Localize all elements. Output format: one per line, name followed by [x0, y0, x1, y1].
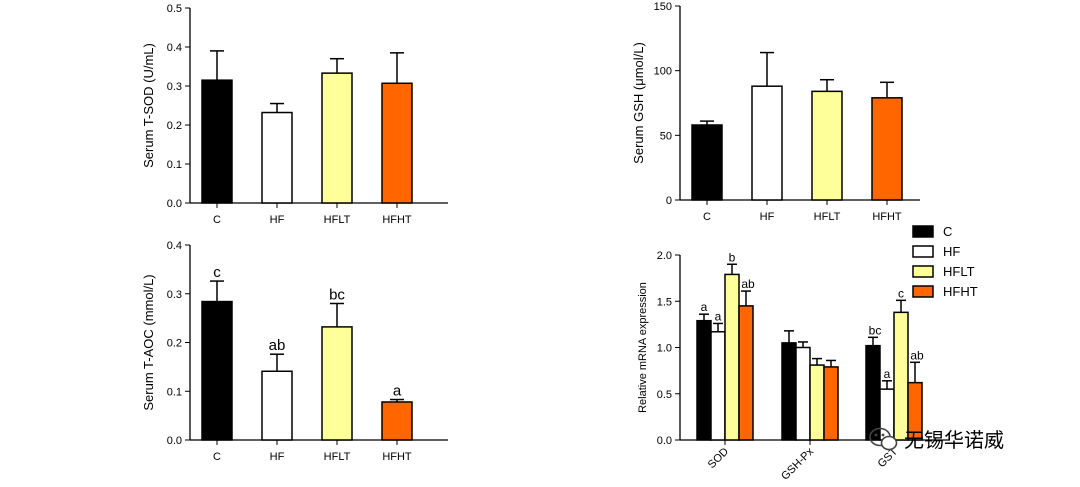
x-tick-label: HFLT: [324, 451, 351, 463]
chart-taoc: 0.0 0.1 0.2 0.3 0.4 Serum T-AOC (mmol/L) Cc HF a…: [141, 240, 448, 463]
bar-gsh-px-hfht: [823, 366, 839, 441]
significance-label: ab: [269, 337, 286, 354]
watermark-text: 无锡华诺威: [904, 429, 1004, 452]
y-tick-label: 2.0: [657, 250, 672, 262]
y-tick-label: 150: [654, 1, 672, 13]
y-axis-title: Serum GSH (μmol/L): [631, 42, 646, 164]
significance-label: a: [701, 300, 708, 314]
bar-sod-hfht: [738, 305, 754, 441]
x-tick-label: HFHT: [382, 214, 412, 226]
x-tick-label: HFHT: [382, 451, 412, 463]
bar-hfht: [381, 82, 413, 204]
x-tick-label: HFLT: [814, 211, 841, 223]
significance-label: ab: [741, 277, 755, 291]
y-tick-label: 0.0: [167, 435, 182, 447]
y-tick-label: 0.3: [167, 81, 182, 93]
significance-label: bc: [329, 287, 345, 304]
y-axis-title: Serum T-AOC (mmol/L): [141, 274, 156, 410]
significance-label: a: [715, 309, 722, 323]
significance-label: c: [898, 286, 904, 300]
bar-hflt: [811, 90, 843, 201]
bar-hfht: [381, 401, 413, 441]
x-tick-label: C: [703, 211, 711, 223]
x-tick-label: SOD: [706, 446, 731, 471]
bar-c: [691, 124, 723, 201]
legend-label-hf: HF: [943, 244, 960, 259]
significance-label: a: [393, 383, 402, 400]
chart-mrna: 0.0 0.5 1.0 1.5 2.0 Relative mRNA expression a…: [637, 250, 950, 483]
y-tick-label: 0.2: [167, 120, 182, 132]
bar-sod-c: [696, 319, 712, 441]
bar-hflt: [321, 326, 353, 441]
y-tick-label: 1.5: [657, 296, 672, 308]
legend-label-c: C: [943, 224, 952, 239]
y-tick-label: 0.4: [167, 240, 182, 252]
bar-sod-hflt: [724, 273, 740, 441]
y-tick-label: 0.1: [167, 159, 182, 171]
y-axis-title: Relative mRNA expression: [637, 282, 649, 413]
significance-label: ab: [910, 348, 924, 362]
significance-label: c: [213, 264, 221, 281]
y-tick-label: 0: [666, 195, 672, 207]
y-axis-title: Serum T-SOD (U/mL): [141, 43, 156, 168]
x-tick-label: GSH-Px: [779, 445, 816, 482]
legend-swatch-hfht: [912, 285, 934, 298]
y-tick-label: 0.4: [167, 42, 182, 54]
watermark: 无锡华诺威: [869, 427, 1004, 452]
bar-hf: [261, 370, 293, 441]
y-tick-label: 1.0: [657, 343, 672, 355]
bar-gsh-px-hf: [795, 346, 811, 441]
bar-hfht: [871, 97, 903, 201]
bar-gst-c: [865, 344, 881, 441]
bar-gsh-px-c: [781, 342, 797, 441]
bar-c: [201, 79, 233, 204]
x-tick-label: HFLT: [324, 214, 351, 226]
bar-hf: [751, 85, 783, 201]
bar-hf: [261, 111, 293, 204]
bar-c: [201, 300, 233, 441]
y-tick-label: 100: [654, 66, 672, 78]
y-tick-label: 0.1: [167, 386, 182, 398]
bar-hflt: [321, 72, 353, 204]
legend-swatch-hflt: [912, 265, 934, 278]
legend-label-hflt: HFLT: [943, 264, 975, 279]
y-tick-label: 0.3: [167, 289, 182, 301]
bar-gst-hf: [879, 388, 895, 441]
bar-sod-hf: [710, 331, 726, 441]
y-tick-label: 0.5: [657, 389, 672, 401]
legend: C HF HFLT HFHT: [912, 224, 978, 299]
x-tick-label: HFHT: [872, 211, 902, 223]
significance-label: a: [884, 367, 891, 381]
x-tick-label: C: [213, 214, 221, 226]
bar-gst-hfht: [907, 381, 923, 441]
x-tick-label: HF: [270, 214, 285, 226]
x-tick-label: HF: [760, 211, 775, 223]
chart-gsh: 0 50 100 150 Serum GSH (μmol/L) C HF HFLT HFHT: [631, 1, 920, 223]
legend-swatch-c: [912, 225, 934, 238]
y-tick-label: 50: [660, 130, 672, 142]
legend-swatch-hf: [912, 245, 934, 258]
wechat-icon: [869, 427, 898, 451]
y-tick-label: 0.0: [657, 435, 672, 447]
y-tick-label: 0.5: [167, 3, 182, 15]
significance-label: bc: [869, 323, 882, 337]
legend-label-hfht: HFHT: [943, 284, 978, 299]
y-tick-label: 0.2: [167, 338, 182, 350]
bar-gsh-px-hflt: [809, 364, 825, 441]
significance-label: b: [729, 250, 736, 264]
y-tick-label: 0.0: [167, 198, 182, 210]
bar-gst-hflt: [893, 311, 909, 441]
x-tick-label: HF: [270, 451, 285, 463]
x-tick-label: C: [213, 451, 221, 463]
